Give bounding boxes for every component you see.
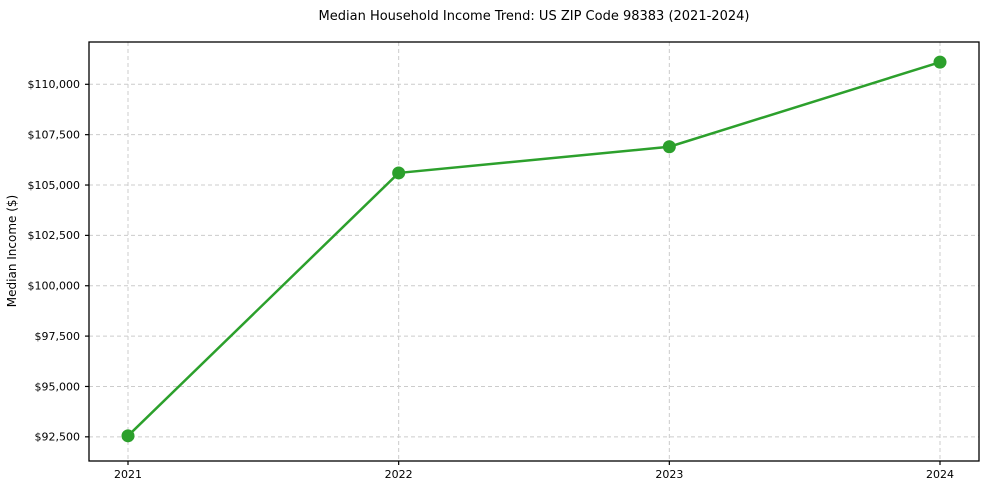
plot-border	[88, 41, 980, 462]
y-tick-label: $92,500	[35, 431, 81, 444]
y-tick-label: $105,000	[28, 179, 81, 192]
y-tick-label: $95,000	[35, 380, 81, 393]
y-tick-label: $100,000	[28, 280, 81, 293]
data-point-2021	[121, 429, 135, 443]
y-tick-label: $110,000	[28, 78, 81, 91]
data-point-2024	[933, 55, 947, 69]
data-point-2022	[392, 166, 406, 180]
x-tick-label: 2023	[655, 468, 683, 481]
data-point-2023	[662, 140, 676, 154]
chart-title: Median Household Income Trend: US ZIP Co…	[318, 9, 750, 24]
y-tick-label: $107,500	[28, 128, 81, 141]
x-tick-label: 2021	[114, 468, 142, 481]
trend-line	[126, 60, 942, 438]
x-tick-label: 2022	[385, 468, 413, 481]
y-tick-label: $97,500	[35, 330, 81, 343]
y-tick-label: $102,500	[28, 229, 81, 242]
x-tick-label: 2024	[926, 468, 954, 481]
